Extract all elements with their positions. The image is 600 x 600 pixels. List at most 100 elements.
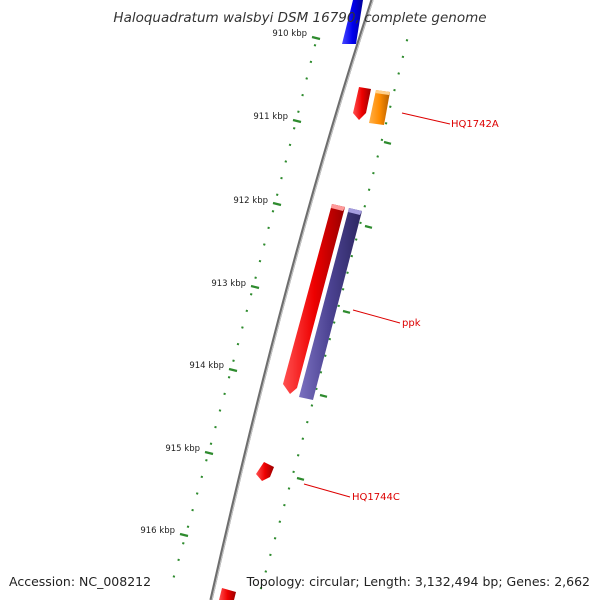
inner-minor-tick bbox=[367, 188, 371, 191]
label-hq1742a: HQ1742A bbox=[401, 112, 499, 130]
outer-minor-tick bbox=[214, 425, 217, 429]
inner-minor-tick bbox=[269, 553, 272, 557]
inner-minor-tick bbox=[393, 88, 396, 92]
inner-major-tick bbox=[296, 476, 305, 481]
inner-minor-tick bbox=[337, 304, 340, 308]
inner-minor-tick bbox=[384, 122, 388, 125]
ruler-label-916: 916 kbp bbox=[140, 526, 175, 536]
inner-minor-tick bbox=[259, 586, 263, 590]
inner-major-tick bbox=[319, 393, 328, 398]
outer-minor-tick bbox=[292, 127, 296, 130]
outer-minor-tick bbox=[182, 542, 185, 545]
inner-minor-tick bbox=[354, 238, 358, 241]
genome-backbone-highlight bbox=[211, 0, 374, 600]
inner-minor-tick bbox=[346, 271, 349, 274]
inner-minor-tick bbox=[405, 39, 409, 42]
inner-minor-tick bbox=[301, 437, 305, 440]
ruler-label-910: 910 kbp bbox=[272, 29, 307, 39]
ruler-label-914: 914 kbp bbox=[189, 361, 224, 371]
outer-minor-tick bbox=[223, 392, 226, 396]
ruler-tick-915: 915 kbp bbox=[165, 444, 214, 456]
gene-label-ppk: ppk bbox=[402, 318, 421, 329]
ruler-label-915: 915 kbp bbox=[165, 444, 200, 454]
outer-minor-tick bbox=[280, 176, 283, 180]
inner-minor-tick bbox=[292, 470, 295, 474]
inner-minor-tick bbox=[328, 337, 332, 341]
inner-minor-tick bbox=[376, 155, 379, 158]
ruler-tick-916: 916 kbp bbox=[140, 526, 189, 538]
outer-minor-tick bbox=[186, 525, 190, 528]
outer-minor-tick bbox=[191, 508, 194, 512]
inner-minor-tick bbox=[296, 454, 300, 457]
ruler-tick-911: 911 kbp bbox=[253, 112, 302, 124]
ruler-tick-914: 914 kbp bbox=[189, 361, 238, 373]
outer-minor-tick bbox=[305, 77, 308, 80]
inner-minor-tick bbox=[350, 254, 354, 258]
ruler-label-911: 911 kbp bbox=[253, 112, 288, 122]
inner-minor-tick bbox=[380, 138, 384, 142]
inner-tick-ring bbox=[259, 39, 409, 590]
outer-minor-tick bbox=[258, 259, 262, 263]
outer-minor-tick bbox=[254, 276, 257, 279]
outer-minor-tick bbox=[200, 475, 204, 479]
inner-minor-tick bbox=[363, 205, 367, 208]
outer-minor-tick bbox=[218, 409, 222, 412]
inner-minor-tick bbox=[397, 72, 400, 75]
inner-minor-tick bbox=[332, 321, 336, 324]
label-ppk: ppk bbox=[352, 309, 421, 329]
outer-minor-tick bbox=[275, 193, 279, 196]
genome-backbone bbox=[209, 0, 374, 600]
inner-minor-tick bbox=[283, 503, 286, 507]
inner-major-tick bbox=[383, 140, 392, 145]
ruler-tick-912: 912 kbp bbox=[233, 196, 282, 207]
inner-minor-tick bbox=[264, 570, 268, 573]
inner-minor-tick bbox=[401, 55, 405, 59]
outer-minor-tick bbox=[245, 309, 249, 313]
inner-major-tick bbox=[364, 224, 373, 229]
outer-minor-tick bbox=[209, 442, 213, 445]
outer-minor-tick bbox=[301, 93, 304, 97]
inner-minor-tick bbox=[273, 537, 277, 540]
inner-major-tick bbox=[342, 309, 351, 314]
outer-minor-tick bbox=[205, 459, 208, 462]
label-hq1744c: HQ1744C bbox=[303, 483, 400, 503]
inner-minor-tick bbox=[287, 487, 291, 490]
gene-blue-top bbox=[342, 0, 363, 44]
inner-minor-tick bbox=[306, 420, 309, 424]
inner-minor-tick bbox=[341, 288, 345, 291]
outer-minor-tick bbox=[297, 110, 300, 113]
outer-minor-tick bbox=[263, 243, 266, 246]
inner-minor-tick bbox=[359, 221, 362, 225]
outer-minor-tick bbox=[177, 558, 180, 562]
outer-minor-tick bbox=[195, 492, 199, 495]
gene-hq1742a bbox=[369, 90, 390, 125]
inner-minor-tick bbox=[372, 171, 375, 175]
inner-minor-tick bbox=[278, 520, 282, 523]
outer-minor-tick bbox=[309, 60, 313, 64]
accession-text: Accession: NC_008212 bbox=[9, 574, 151, 589]
gene-hq1744c bbox=[256, 462, 274, 481]
outer-minor-tick bbox=[313, 44, 317, 47]
outer-minor-tick bbox=[172, 575, 176, 578]
ruler-label-912: 912 kbp bbox=[233, 196, 268, 206]
gene-red-long bbox=[283, 204, 345, 394]
outer-minor-tick bbox=[271, 210, 275, 213]
gene-red-small-top bbox=[353, 87, 371, 120]
outer-minor-tick bbox=[227, 376, 231, 379]
ruler-tick-913: 913 kbp bbox=[211, 279, 260, 290]
gene-ppk bbox=[299, 208, 362, 400]
gene-red-bottom bbox=[219, 588, 236, 600]
inner-minor-tick bbox=[310, 404, 314, 407]
outer-tick-ring bbox=[172, 44, 317, 578]
page-title: Haloquadratum walsbyi DSM 16790, complet… bbox=[113, 10, 486, 26]
genome-summary-text: Topology: circular; Length: 3,132,494 bp… bbox=[246, 574, 590, 589]
outer-minor-tick bbox=[236, 342, 240, 346]
outer-minor-tick bbox=[267, 226, 270, 230]
outer-minor-tick bbox=[241, 326, 244, 329]
inner-minor-tick bbox=[319, 371, 323, 374]
ruler-tick-910: 910 kbp bbox=[272, 29, 321, 41]
gene-label-hq1744c: HQ1744C bbox=[352, 492, 400, 503]
outer-minor-tick bbox=[288, 143, 292, 147]
outer-minor-tick bbox=[249, 293, 253, 296]
